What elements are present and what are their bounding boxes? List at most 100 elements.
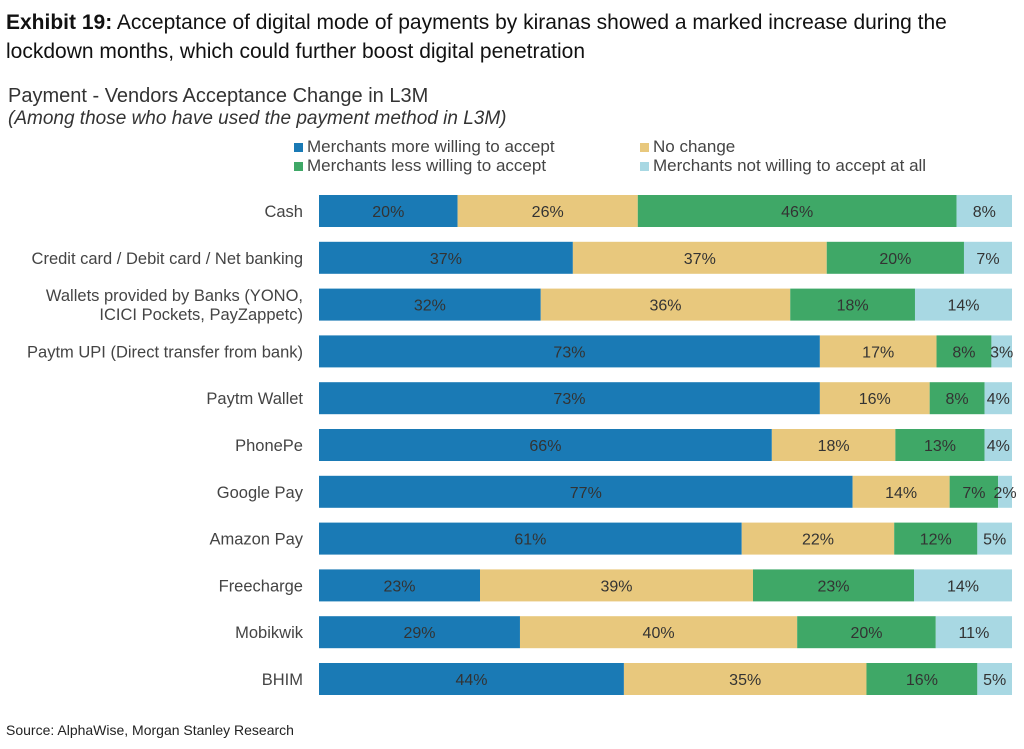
data-label: 23% [383,578,415,595]
legend-swatch [294,161,303,171]
bar-segment [319,522,742,555]
data-label: 3% [990,344,1013,361]
category-label: BHIM [262,671,303,689]
data-label: 35% [729,672,761,689]
category-label: PhonePe [235,437,303,455]
bar-segment [319,195,458,227]
data-label: 37% [684,251,716,268]
data-label: 77% [570,485,602,502]
category-label: Paytm Wallet [206,390,303,408]
data-label: 18% [837,298,869,315]
bar-segment [819,335,937,368]
bar-segment [914,288,1012,321]
bar-segment [480,569,753,602]
data-label: 20% [879,251,911,268]
data-label: 2% [994,485,1017,502]
exhibit-text: Acceptance of digital mode of payments b… [6,11,947,63]
data-label: 26% [532,204,564,221]
data-label: 12% [920,532,952,549]
bar-segment [852,475,950,508]
bar-segment [984,382,1012,415]
legend-item: Merchants more willing to accept [294,137,555,157]
bar-segment [998,475,1012,508]
bar-segment [637,195,957,227]
data-label: 11% [958,625,989,642]
category-label: Amazon Pay [209,531,303,549]
data-label: 7% [962,485,985,502]
bar-segment [741,522,895,555]
data-label: 22% [802,532,834,549]
data-label: 20% [850,625,882,642]
chart-legend: Merchants more willing to accept No chang… [294,137,1014,177]
bar-segment [956,195,1012,227]
category-label: Credit card / Debit card / Net banking [32,250,303,268]
bar-segment [963,241,1012,274]
data-label: 7% [976,251,999,268]
data-label: 37% [430,251,462,268]
exhibit-title: Exhibit 19: Acceptance of digital mode o… [6,8,1018,66]
data-label: 14% [885,485,917,502]
data-label: 8% [952,344,975,361]
legend-label: No change [653,137,736,156]
data-label: 17% [862,344,894,361]
data-label: 14% [947,298,979,315]
stacked-bar-chart: Cash 20% 26% 46% 8% Credit card / Debit card … [27,195,1017,695]
bar-segment [319,335,820,368]
legend-swatch [640,142,649,152]
data-label: 14% [947,578,979,595]
bar-segment [797,616,936,649]
legend-label: Merchants more willing to accept [307,137,555,156]
data-label: 4% [987,438,1010,455]
category-label: Paytm UPI (Direct transfer from bank) [27,343,303,361]
data-label: 8% [946,391,969,408]
legend-item: No change [640,137,735,157]
legend-label: Merchants not willing to accept at all [653,156,927,175]
data-label: 8% [973,204,996,221]
exhibit-label: Exhibit 19: [6,11,113,34]
data-label: 32% [414,298,446,315]
bar-segment [457,195,638,227]
data-label: 4% [987,391,1010,408]
data-label: 73% [553,391,585,408]
bar-segment [914,569,1012,602]
data-label: 66% [529,438,561,455]
bar-segment [319,663,624,695]
bar-segment [929,382,985,415]
data-label: 18% [818,438,850,455]
bar-segment [753,569,914,602]
bar-segment [977,663,1012,695]
data-label: 20% [372,204,404,221]
bar-segment [819,382,930,415]
source-note: Source: AlphaWise, Morgan Stanley Resear… [6,722,294,738]
chart-title: Payment - Vendors Acceptance Change in L… [8,85,429,107]
bar-segment [319,569,480,602]
data-label: 5% [983,672,1006,689]
data-label: 5% [983,532,1006,549]
chart-subtitle: (Among those who have used the payment m… [8,108,507,129]
data-label: 29% [403,625,435,642]
category-label: Google Pay [217,484,304,502]
bar-segment [984,429,1012,461]
data-label: 16% [906,672,938,689]
bar-segment [949,475,999,508]
bar-segment [771,429,896,461]
bar-segment [319,616,520,649]
bar-segment [319,429,772,461]
data-label: 39% [600,578,632,595]
bar-segment [319,288,541,321]
data-label: 73% [553,344,585,361]
data-label: 23% [817,578,849,595]
bar-segment [623,663,867,695]
bar-segment [977,522,1012,555]
legend-swatch [294,142,303,152]
bar-segment [790,288,915,321]
legend-item: Merchants less willing to accept [294,156,546,176]
bar-segment [572,241,827,274]
category-label: Mobikwik [235,624,304,642]
data-label: 36% [649,298,681,315]
bar-segment [935,616,1012,649]
data-label: 13% [924,438,956,455]
data-label: 16% [859,391,891,408]
bar-segment [519,616,798,649]
data-label: 44% [455,672,487,689]
